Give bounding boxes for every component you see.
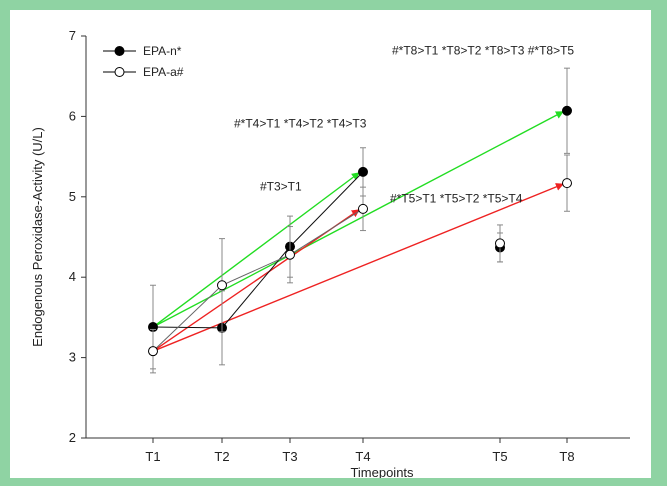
series-layer (148, 67, 572, 374)
x-tick-label: T4 (355, 449, 370, 464)
legend-marker (114, 46, 125, 56)
annotation-text: #T3>T1 (260, 179, 302, 193)
y-tick-label: 7 (69, 28, 76, 43)
series-line (152, 171, 364, 329)
chart-frame: 2 3 4 5 6 7 T1 T2 T3 T4 T5 T8 #T3>T1 #*T4>T1 *T4>T2 … (10, 10, 651, 478)
trend-arrow (152, 183, 564, 352)
y-tick-label: 3 (69, 350, 76, 365)
data-point (562, 105, 572, 116)
annotations: #T3>T1 #*T4>T1 *T4>T2 *T4>T3 #*T5>T1 *T5>T… (234, 43, 574, 205)
data-point (358, 203, 368, 214)
y-axis-title: Endogenous Peroxidase-Activity (U/L) (30, 127, 45, 347)
annotation-text: #*T8>T1 *T8>T2 *T8>T3 #*T8>T5 (392, 43, 574, 57)
legend-marker (114, 67, 125, 77)
y-tick-label: 2 (69, 430, 76, 445)
data-point (217, 280, 227, 291)
tick-labels: 2 3 4 5 6 7 T1 T2 T3 T4 T5 T8 (69, 28, 575, 464)
data-point (358, 166, 368, 177)
y-tick-label: 5 (69, 189, 76, 204)
data-point (285, 249, 295, 260)
data-point (562, 178, 572, 189)
chart-canvas: 2 3 4 5 6 7 T1 T2 T3 T4 T5 T8 #T3>T1 #*T4>T1 *T4>T2 … (30, 28, 630, 478)
y-tick-label: 6 (69, 108, 76, 123)
trend-arrows (152, 111, 564, 352)
x-tick-label: T3 (282, 449, 297, 464)
data-point (148, 346, 158, 357)
legend-label: EPA-n* (143, 44, 182, 58)
x-tick-label: T1 (145, 449, 160, 464)
x-tick-label: T8 (559, 449, 574, 464)
trend-arrow (152, 111, 564, 328)
data-point (495, 238, 505, 249)
annotation-text: #*T4>T1 *T4>T2 *T4>T3 (234, 117, 367, 131)
x-tick-label: T2 (214, 449, 229, 464)
annotation-text: #*T5>T1 *T5>T2 *T5>T4 (390, 191, 523, 205)
legend: EPA-n* EPA-a# (103, 44, 184, 79)
x-tick-label: T5 (492, 449, 507, 464)
legend-label: EPA-a# (143, 65, 184, 79)
y-tick-label: 4 (69, 269, 76, 284)
axes (81, 35, 630, 443)
series-line (152, 208, 364, 352)
x-axis-title: Timepoints (350, 465, 414, 478)
trend-arrow (152, 172, 360, 328)
